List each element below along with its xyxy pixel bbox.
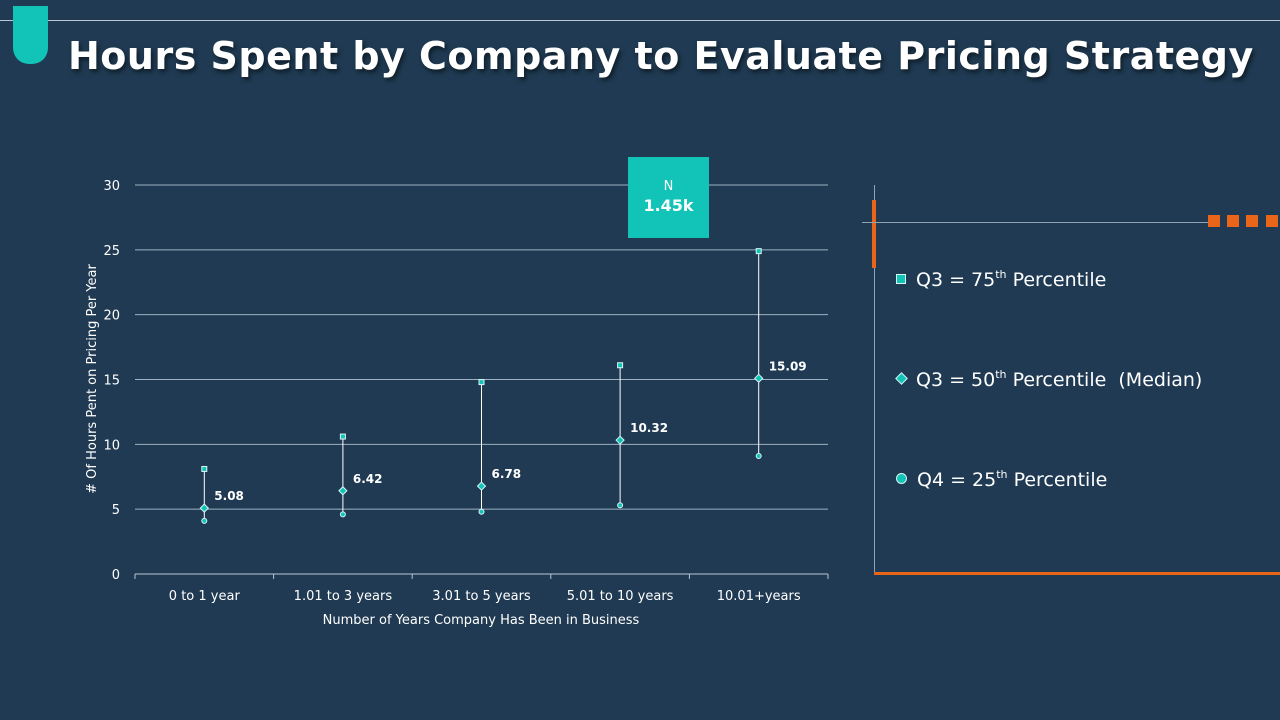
median-diamond-point <box>338 486 348 496</box>
q4-circle-point <box>339 511 346 518</box>
legend-median-prefix: Q3 = 50 <box>916 369 996 391</box>
q4-circle-point <box>478 508 485 515</box>
median-diamond-point <box>615 435 625 445</box>
orange-dot <box>1266 215 1278 227</box>
circle-marker-icon <box>896 473 907 484</box>
x-category-label: 5.01 to 10 years <box>567 589 674 604</box>
square-marker-icon <box>896 273 906 284</box>
q3-square-point <box>617 362 624 369</box>
median-data-label: 6.78 <box>492 467 522 481</box>
y-tick-label: 30 <box>103 179 120 194</box>
x-category-label: 1.01 to 3 years <box>294 589 393 604</box>
median-data-label: 5.08 <box>214 489 244 503</box>
y-tick-label: 10 <box>103 438 120 453</box>
x-category-label: 0 to 1 year <box>169 589 241 604</box>
legend-q4-prefix: Q4 = 25 <box>917 469 997 491</box>
n-badge-label: N <box>663 179 674 194</box>
legend-item-q4: Q4 = 25th Percentile <box>896 468 1107 492</box>
q3-square-point <box>201 465 208 472</box>
legend-q3-prefix: Q3 = 75 <box>916 269 996 291</box>
q4-circle-point <box>201 517 208 524</box>
orange-dot <box>1246 215 1258 227</box>
n-badge-value: 1.45k <box>643 196 694 215</box>
y-axis-ticks: 0 5 10 15 20 25 30 <box>103 179 120 583</box>
q3-square-point <box>478 379 485 386</box>
x-category-label: 3.01 to 5 years <box>432 589 531 604</box>
legend-vertical-divider <box>874 185 875 575</box>
y-tick-label: 15 <box>103 374 120 389</box>
median-diamond-point <box>199 503 210 513</box>
median-data-label: 15.09 <box>769 359 807 373</box>
x-axis: 0 to 1 year 1.01 to 3 years 3.01 to 5 year… <box>134 573 829 604</box>
legend-horizontal-divider <box>862 222 1212 223</box>
orange-dot <box>1208 215 1220 227</box>
legend-median-suffix: Percentile (Median) <box>1006 369 1203 391</box>
q4-circle-point <box>755 453 762 460</box>
median-diamond-point <box>476 481 487 491</box>
legend-median-sup: th <box>995 368 1007 381</box>
y-tick-label: 20 <box>103 309 120 324</box>
y-tick-label: 0 <box>112 568 120 583</box>
x-axis-title: Number of Years Company Has Been in Busi… <box>323 613 640 628</box>
orange-dot <box>1227 215 1239 227</box>
legend-bottom-bar <box>874 572 1280 575</box>
y-tick-label: 25 <box>103 244 120 259</box>
n-count-badge: N 1.45k <box>628 157 709 238</box>
diamond-marker-icon <box>895 372 908 385</box>
legend-q4-sup: th <box>996 468 1008 481</box>
median-data-label: 6.42 <box>353 472 383 486</box>
legend-q3-sup: th <box>995 268 1007 281</box>
q3-square-point <box>755 248 762 255</box>
median-diamond-point <box>753 373 764 384</box>
y-tick-label: 5 <box>112 503 120 518</box>
median-data-label: 10.32 <box>630 421 668 435</box>
legend-q3-suffix: Percentile <box>1006 269 1107 291</box>
legend-orange-accent <box>872 200 876 268</box>
legend-q4-suffix: Percentile <box>1007 469 1108 491</box>
legend-item-q3: Q3 = 75th Percentile <box>896 268 1106 292</box>
page-title: Hours Spent by Company to Evaluate Prici… <box>68 34 1254 78</box>
q3-square-point <box>339 433 346 440</box>
q4-circle-point <box>617 502 624 509</box>
y-axis-title: # Of Hours Pent on Pricing Per Year <box>85 264 100 494</box>
accent-tab <box>13 6 48 64</box>
chart-marks: 5.08 6.42 6.78 10.32 15.09 <box>199 248 807 524</box>
top-divider-line <box>0 20 1280 21</box>
legend-item-median: Q3 = 50th Percentile (Median) <box>895 368 1203 392</box>
x-category-label: 10.01+years <box>717 589 801 604</box>
